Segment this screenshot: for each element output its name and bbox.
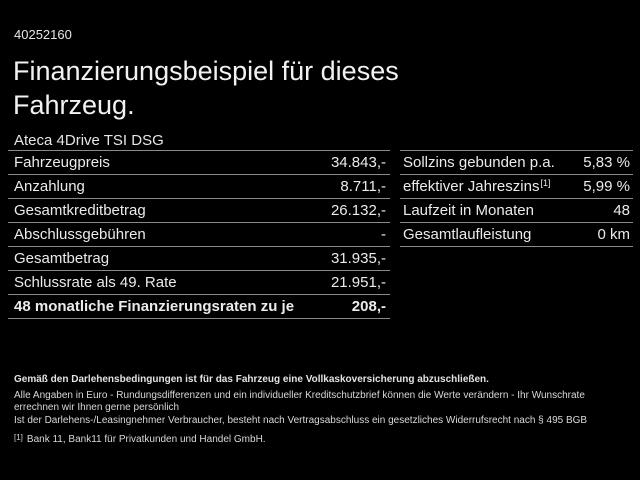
disclaimer-insurance: Gemäß den Darlehensbedingungen ist für d…: [14, 374, 489, 385]
row-value: 31.935,-: [330, 250, 386, 267]
interest-details-table: Sollzins gebunden p.a. 5,83 % effektiver…: [400, 150, 633, 247]
row-value: 26.132,-: [330, 202, 386, 219]
table-row-gesamtbetrag: Gesamtbetrag 31.935,-: [8, 247, 390, 271]
row-value: 5,99 %: [583, 178, 630, 195]
table-row-sollzins: Sollzins gebunden p.a. 5,83 %: [400, 151, 633, 175]
row-value: 8.711,-: [340, 178, 386, 195]
page-title: Finanzierungsbeispiel für dieses Fahrzeug…: [13, 54, 399, 122]
table-row-gesamtkreditbetrag: Gesamtkreditbetrag 26.132,-: [8, 199, 390, 223]
table-row-gesamtlaufleistung: Gesamtlaufleistung 0 km: [400, 223, 633, 247]
vehicle-id: 40252160: [14, 27, 72, 42]
row-label: Abschlussgebühren: [14, 226, 146, 243]
financing-details-table: Fahrzeugpreis 34.843,- Anzahlung 8.711,-…: [8, 150, 390, 319]
row-label: Laufzeit in Monaten: [403, 202, 534, 219]
row-label: Anzahlung: [14, 178, 85, 195]
table-row-anzahlung: Anzahlung 8.711,-: [8, 175, 390, 199]
legal-disclaimer: Gemäß den Darlehensbedingungen ist für d…: [14, 374, 626, 447]
row-value: 5,83 %: [583, 154, 630, 171]
row-label: Sollzins gebunden p.a.: [403, 154, 555, 171]
vehicle-model: Ateca 4Drive TSI DSG: [14, 132, 164, 149]
row-label: effektiver Jahreszins[1]: [403, 178, 550, 195]
disclaimer-withdrawal: Ist der Darlehens-/Leasingnehmer Verbrau…: [14, 414, 588, 426]
row-value: -: [381, 226, 386, 243]
table-row-laufzeit: Laufzeit in Monaten 48: [400, 199, 633, 223]
row-value: 34.843,-: [330, 154, 386, 171]
footnote-bank: [1] Bank 11, Bank11 für Privatkunden und …: [14, 433, 626, 447]
table-row-effektiver-jahreszins: effektiver Jahreszins[1] 5,99 %: [400, 175, 633, 199]
page-title-line2: Fahrzeug.: [13, 90, 135, 120]
row-value: 0 km: [597, 226, 630, 243]
row-value: 48: [613, 202, 630, 219]
row-label: Gesamtkreditbetrag: [14, 202, 146, 219]
table-row-schlussrate: Schlussrate als 49. Rate 21.951,-: [8, 271, 390, 295]
row-label: Schlussrate als 49. Rate: [14, 274, 177, 291]
footnote-text: Bank 11, Bank11 für Privatkunden und Han…: [26, 434, 266, 445]
row-label: 48 monatliche Finanzierungsraten zu je: [14, 298, 295, 315]
footnote-marker: [1]: [14, 433, 23, 442]
table-row-fahrzeugpreis: Fahrzeugpreis 34.843,-: [8, 151, 390, 175]
page-title-line1: Finanzierungsbeispiel für dieses: [13, 56, 399, 86]
row-value: 208,-: [351, 298, 386, 315]
footnote-reference: [1]: [540, 178, 551, 188]
row-label: Gesamtbetrag: [14, 250, 110, 267]
table-row-abschlussgebuehren: Abschlussgebühren -: [8, 223, 390, 247]
disclaimer-values: Alle Angaben in Euro - Rundungsdifferenz…: [14, 389, 585, 414]
row-label: Fahrzeugpreis: [14, 154, 110, 171]
row-label: Gesamtlaufleistung: [403, 226, 532, 243]
row-value: 21.951,-: [330, 274, 386, 291]
row-label-text: effektiver Jahreszins: [403, 178, 540, 195]
table-row-monatsrate: 48 monatliche Finanzierungsraten zu je 2…: [8, 295, 390, 319]
